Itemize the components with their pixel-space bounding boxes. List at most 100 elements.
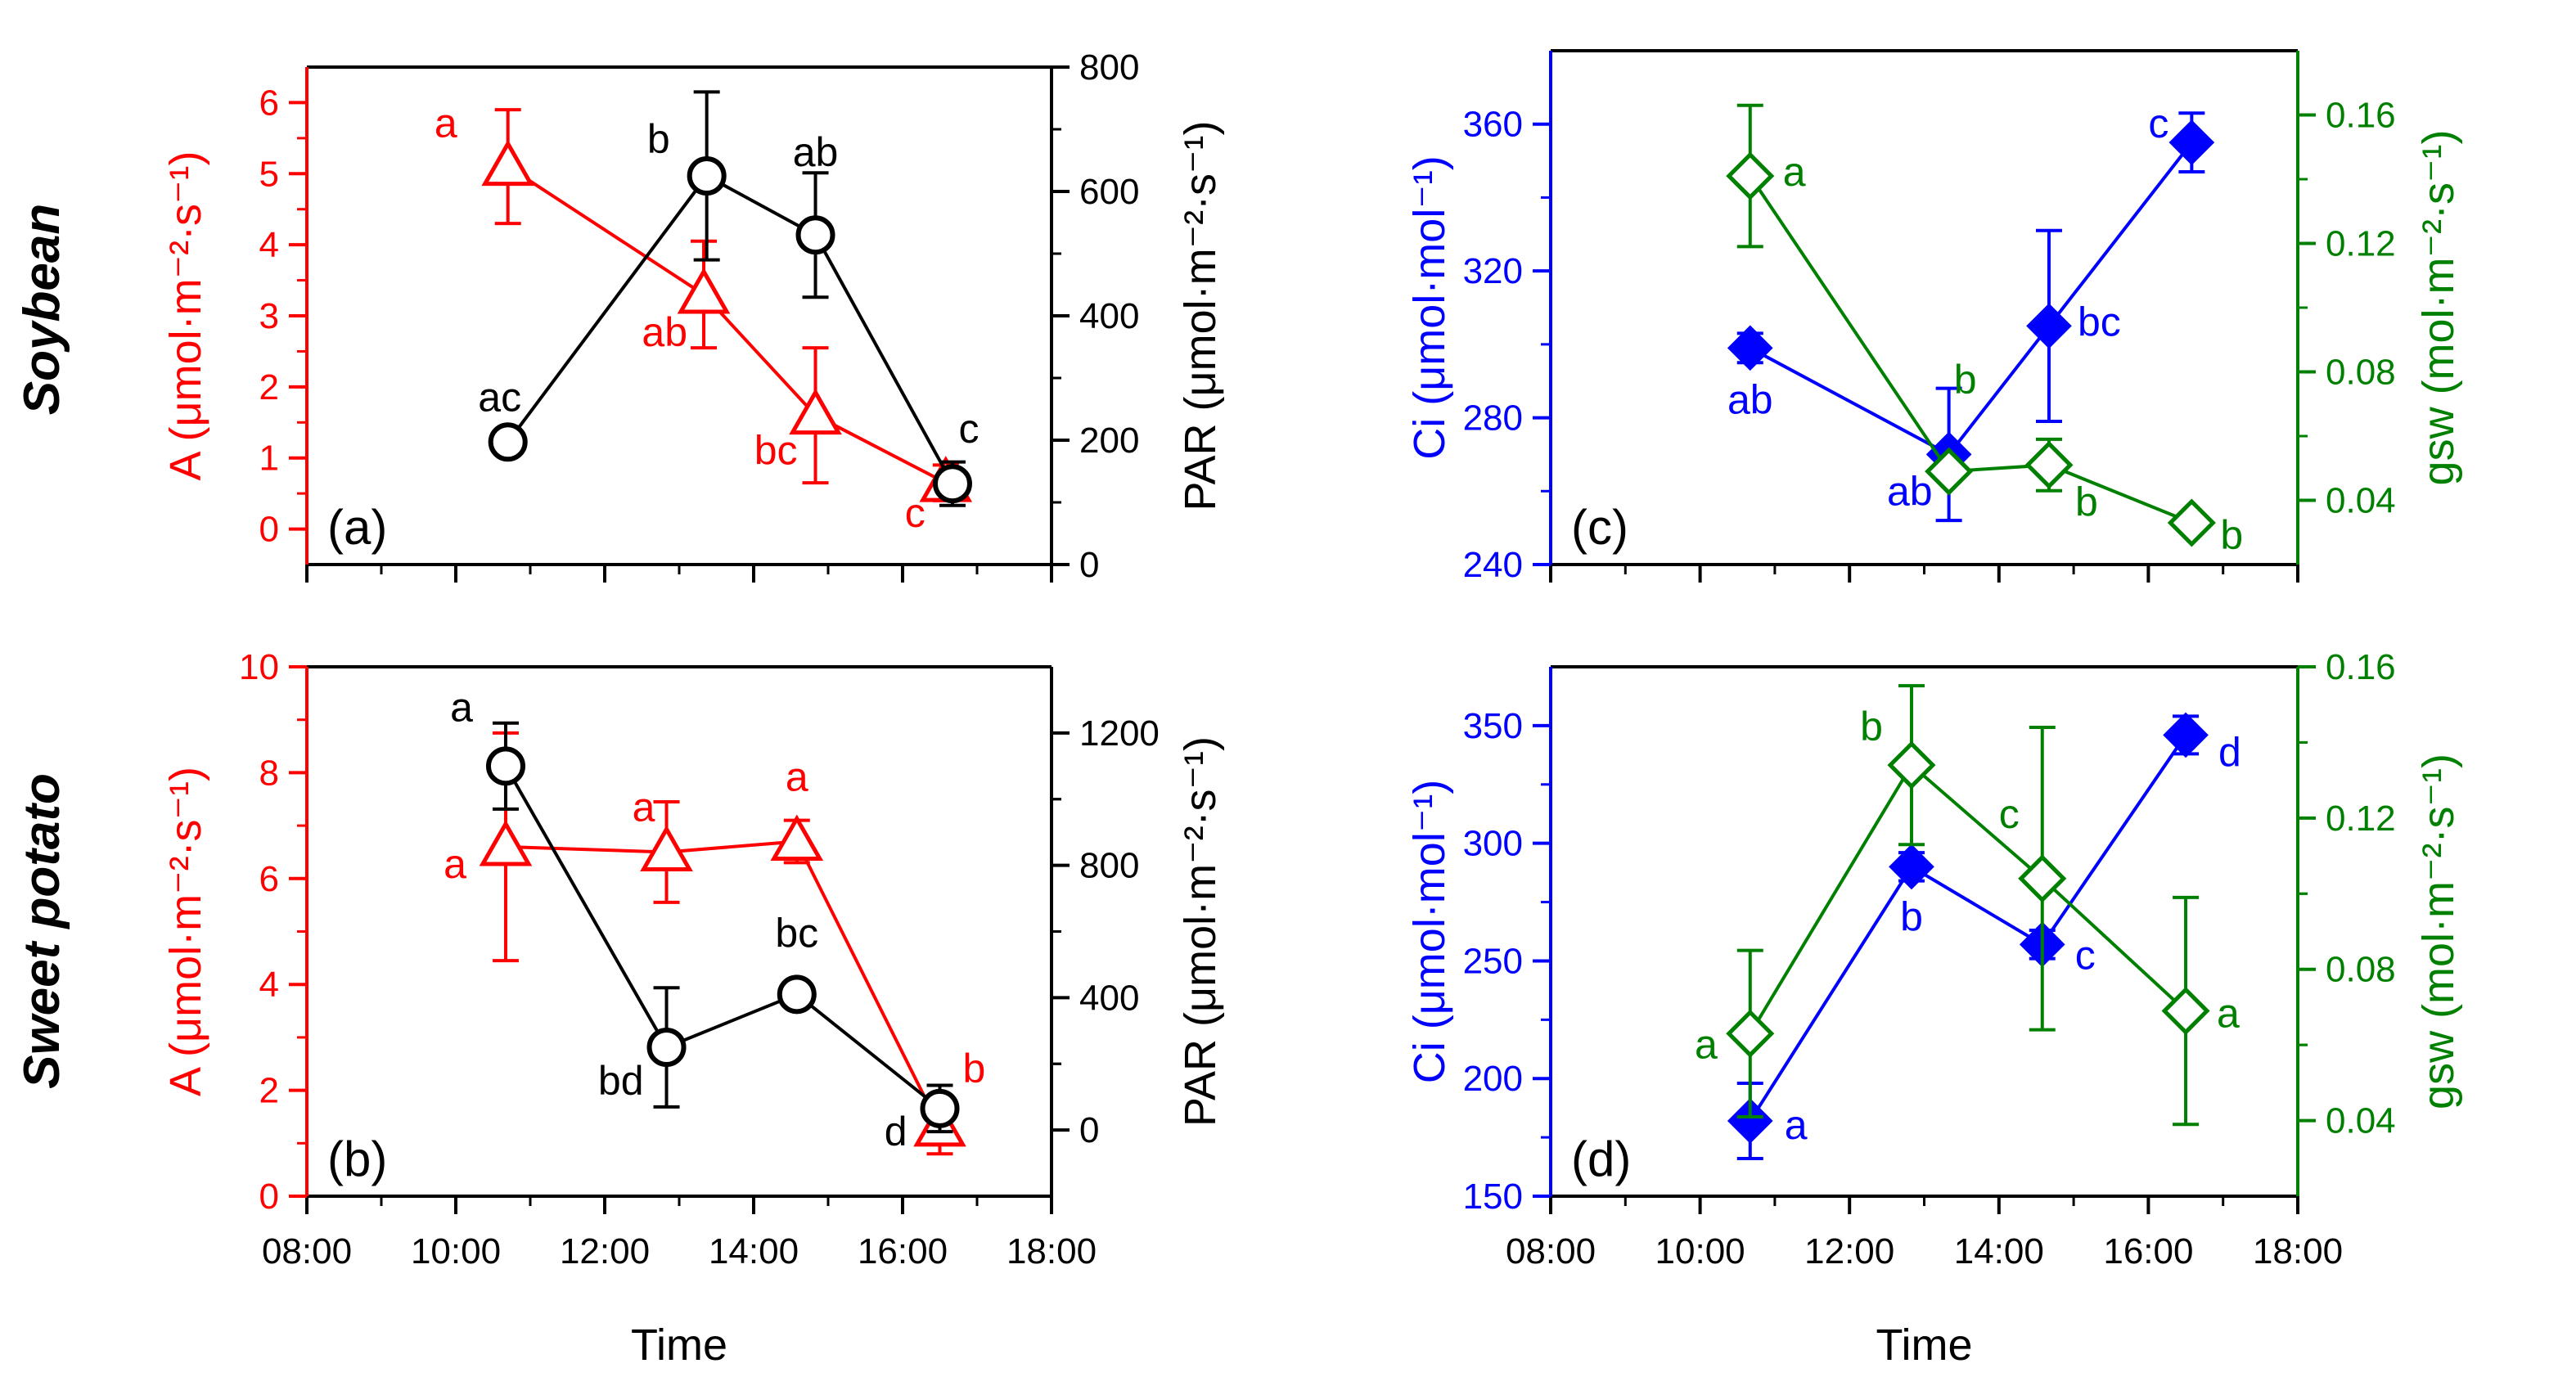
- data-point-gsw: [2024, 440, 2074, 489]
- panel-tag: (c): [1571, 500, 1628, 555]
- series-line-ci: [1749, 734, 2187, 1123]
- data-point-gsw: [1726, 151, 1775, 200]
- series-line-ci: [1749, 141, 2193, 457]
- data-point-ci: [1727, 325, 1773, 371]
- data-point-par: [920, 1088, 960, 1128]
- left-tick-label: 360: [1463, 105, 1523, 145]
- right-tick-label: 600: [1079, 172, 1139, 212]
- x-tick-label: 16:00: [858, 1231, 948, 1271]
- right-axis-title: gsw (mol·m⁻²·s⁻¹): [2414, 754, 2463, 1109]
- significance-letter: b: [963, 1046, 986, 1091]
- significance-letter: ab: [642, 309, 687, 355]
- significance-letter: a: [435, 101, 457, 146]
- x-axis-title: Time: [1876, 1321, 1973, 1370]
- left-tick-label: 8: [259, 753, 279, 793]
- panel-tag: (d): [1571, 1132, 1631, 1186]
- left-axis-title: A (μmol·m⁻²·s⁻¹): [161, 151, 210, 480]
- left-tick-label: 6: [259, 859, 279, 899]
- x-tick-label: 18:00: [1007, 1231, 1097, 1271]
- right-tick-label: 0.12: [2326, 224, 2396, 264]
- significance-letter: bd: [598, 1058, 644, 1104]
- significance-letter: a: [633, 784, 655, 830]
- right-tick-label: 400: [1079, 296, 1139, 336]
- significance-letter: bc: [754, 428, 798, 474]
- data-point-ci: [2168, 119, 2215, 165]
- data-point-par: [777, 974, 817, 1015]
- significance-letter: b: [1900, 893, 1923, 939]
- right-tick-label: 0: [1079, 1110, 1099, 1150]
- data-point-gsw: [2018, 854, 2067, 903]
- x-tick-label: 18:00: [2253, 1231, 2343, 1271]
- data-point-gsw: [2161, 987, 2210, 1036]
- left-axis-title: Ci (μmol·mol⁻¹): [1405, 780, 1454, 1084]
- significance-letter: ac: [478, 374, 521, 420]
- significance-letter: b: [1954, 357, 1977, 403]
- significance-letter: b: [1860, 704, 1883, 749]
- left-tick-label: 1: [259, 439, 279, 479]
- right-tick-label: 800: [1079, 47, 1139, 88]
- x-tick-label: 10:00: [411, 1231, 501, 1271]
- series-line-a: [505, 839, 942, 1128]
- right-tick-label: 800: [1079, 846, 1139, 886]
- right-tick-label: 1200: [1079, 713, 1160, 754]
- data-point-ci: [1889, 844, 1934, 890]
- series-line-par: [507, 173, 954, 485]
- left-axis-title: Ci (μmol·mol⁻¹): [1405, 155, 1454, 460]
- left-tick-label: 4: [259, 225, 279, 265]
- data-point-ci: [1727, 1098, 1773, 1144]
- x-tick-label: 08:00: [262, 1231, 352, 1271]
- right-tick-label: 0.04: [2326, 481, 2396, 521]
- x-tick-label: 14:00: [709, 1231, 799, 1271]
- right-axis-title: gsw (mol·m⁻²·s⁻¹): [2414, 130, 2463, 486]
- significance-letter: a: [1783, 149, 1806, 195]
- x-tick-label: 10:00: [1655, 1231, 1745, 1271]
- left-tick-label: 200: [1463, 1059, 1523, 1099]
- data-point-a: [677, 267, 731, 314]
- panel-b: 08:00 10:00 12:00 14:00 16:00 18:00 Time 0 2 4 6 8 1…: [161, 647, 1225, 1370]
- left-axis-title: A (μmol·m⁻²·s⁻¹): [161, 767, 210, 1096]
- right-tick-label: 0.04: [2326, 1101, 2396, 1141]
- significance-letter: bc: [775, 910, 818, 956]
- row-label-soybean: Soybean: [14, 204, 70, 415]
- left-tick-label: 350: [1463, 706, 1523, 746]
- data-point-a: [481, 139, 535, 187]
- panel-a: 0 1 2 3 4 5 6 0 200 400 600 800 A (μmol·m⁻²·s⁻¹) PAR …: [161, 47, 1225, 585]
- right-tick-label: 0.12: [2326, 799, 2396, 839]
- data-point-a: [789, 388, 842, 435]
- data-point-par: [687, 156, 727, 196]
- right-tick-label: 0.08: [2326, 950, 2396, 990]
- data-point-ci: [2163, 712, 2209, 758]
- data-point-par: [485, 746, 525, 786]
- significance-letter: a: [444, 841, 466, 887]
- series-line-gsw: [1749, 174, 2193, 524]
- panel-c: 240 280 320 360 0.04 0.08 0.12 0.16 Ci (μmol·mol…: [1405, 49, 2463, 585]
- x-tick-label: 12:00: [1804, 1231, 1894, 1271]
- right-tick-label: 0.08: [2326, 353, 2396, 393]
- data-point-a: [640, 825, 693, 871]
- panel-tag: (a): [327, 500, 387, 555]
- significance-letter: c: [1999, 791, 2020, 837]
- significance-letter: a: [786, 754, 808, 800]
- significance-letter: b: [2220, 512, 2243, 558]
- significance-letter: b: [2075, 479, 2098, 524]
- data-point-ci: [2026, 303, 2072, 349]
- significance-letter: d: [885, 1109, 907, 1154]
- significance-letter: bc: [2078, 299, 2121, 344]
- data-point-par: [488, 422, 528, 462]
- significance-letter: d: [2218, 729, 2241, 775]
- left-tick-label: 10: [239, 647, 279, 687]
- data-point-gsw: [2167, 498, 2216, 547]
- significance-letter: c: [2075, 932, 2096, 978]
- x-axis-title: Time: [631, 1321, 727, 1370]
- data-point-a: [770, 814, 824, 862]
- significance-letter: ab: [1887, 468, 1933, 514]
- significance-letter: c: [905, 490, 925, 536]
- series-line-gsw: [1749, 763, 2187, 1035]
- significance-letter: ab: [1727, 376, 1773, 422]
- x-tick-label: 16:00: [2103, 1231, 2193, 1271]
- data-point-a: [479, 819, 533, 866]
- left-tick-label: 250: [1463, 941, 1523, 981]
- left-tick-label: 320: [1463, 251, 1523, 291]
- left-tick-label: 2: [259, 367, 279, 407]
